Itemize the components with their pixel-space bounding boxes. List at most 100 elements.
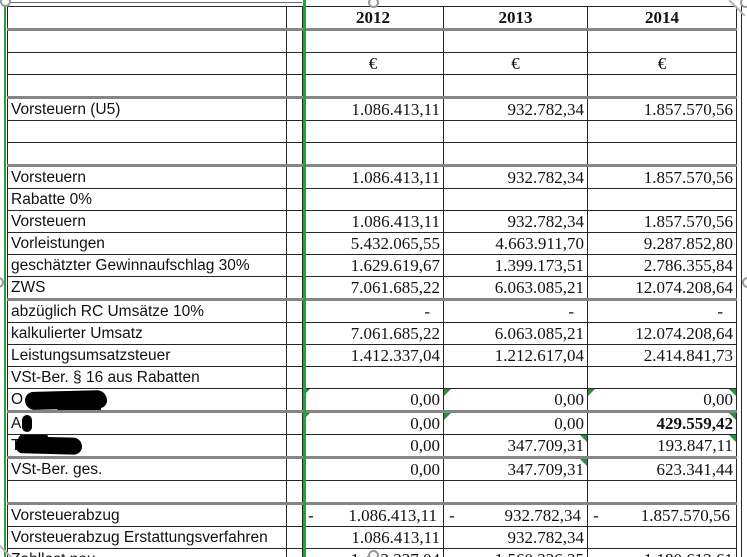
cell-label[interactable]: [8, 481, 287, 504]
cell-value[interactable]: -: [444, 300, 588, 323]
cell-spacer[interactable]: [287, 189, 303, 211]
cell-value[interactable]: 1.212.617,04: [444, 345, 588, 367]
cell-label[interactable]: [8, 7, 287, 30]
cell-value[interactable]: 12.074.208,64: [588, 277, 737, 300]
cell-value[interactable]: 12.074.208,64: [588, 323, 737, 345]
redaction-mark[interactable]: [25, 390, 107, 410]
cell-currency[interactable]: €: [303, 53, 444, 75]
cell-value[interactable]: 0,00: [303, 435, 444, 458]
cell-value[interactable]: -: [303, 300, 444, 323]
cell-value[interactable]: 0,00: [444, 389, 588, 412]
cell-value[interactable]: 5.432.065,55: [303, 233, 444, 255]
cell-value[interactable]: 2.786.355,84: [588, 255, 737, 277]
cell-value[interactable]: [588, 527, 737, 549]
cell-label[interactable]: Zahllast neu: [8, 549, 287, 557]
cell-label[interactable]: Rabatte 0%: [8, 189, 287, 211]
cell-year-2014[interactable]: 2014: [588, 7, 737, 30]
redaction-mark[interactable]: [16, 437, 82, 456]
cell-label[interactable]: A: [8, 412, 287, 435]
cell-value[interactable]: [444, 189, 588, 211]
cell-label[interactable]: [8, 30, 287, 53]
selection-handle-right-middle[interactable]: [742, 277, 747, 288]
cell-label[interactable]: abzüglich RC Umsätze 10%: [8, 300, 287, 323]
cell-label[interactable]: Vorsteuern: [8, 166, 287, 189]
cell-currency[interactable]: €: [444, 53, 588, 75]
cell-value[interactable]: 932.782,34: [444, 527, 588, 549]
cell-spacer[interactable]: [287, 323, 303, 345]
cell-spacer[interactable]: [287, 389, 303, 412]
cell-label[interactable]: ZWS: [8, 277, 287, 300]
cell-value[interactable]: [588, 75, 737, 98]
cell-spacer[interactable]: [287, 53, 303, 75]
cell-spacer[interactable]: [287, 255, 303, 277]
cell-value[interactable]: 4.663.911,70: [444, 233, 588, 255]
cell-value[interactable]: -1.857.570,56: [588, 504, 737, 527]
cell-label[interactable]: [8, 75, 287, 98]
cell-value[interactable]: [444, 30, 588, 53]
cell-value[interactable]: 1.086.413,11: [303, 98, 444, 121]
cell-value[interactable]: [444, 121, 588, 143]
cell-value[interactable]: 0,00: [588, 389, 737, 412]
cell-label[interactable]: [8, 121, 287, 143]
cell-spacer[interactable]: [287, 481, 303, 504]
cell-value[interactable]: 1.629.619,67: [303, 255, 444, 277]
cell-spacer[interactable]: [287, 143, 303, 166]
selection-handle-bottom-middle[interactable]: [368, 550, 379, 557]
cell-spacer[interactable]: [287, 435, 303, 458]
cell-spacer[interactable]: [287, 7, 303, 30]
cell-label[interactable]: Vorsteuern (U5): [8, 98, 287, 121]
cell-value[interactable]: 0,00: [303, 389, 444, 412]
cell-value[interactable]: [303, 143, 444, 166]
cell-label[interactable]: Vorsteuerabzug: [8, 504, 287, 527]
cell-spacer[interactable]: [287, 166, 303, 189]
cell-label[interactable]: Vorsteuern: [8, 211, 287, 233]
cell-value[interactable]: [588, 30, 737, 53]
cell-value[interactable]: 1.560.326,35: [444, 549, 588, 557]
cell-spacer[interactable]: [287, 300, 303, 323]
cell-currency[interactable]: €: [588, 53, 737, 75]
cell-value[interactable]: [588, 143, 737, 166]
cell-value[interactable]: 623.341,44: [588, 458, 737, 481]
cell-value[interactable]: 6.063.085,21: [444, 277, 588, 300]
cell-label[interactable]: VSt-Ber. ges.: [8, 458, 287, 481]
cell-value[interactable]: [444, 143, 588, 166]
cell-value[interactable]: 1.086.413,11: [303, 211, 444, 233]
cell-value[interactable]: [303, 189, 444, 211]
cell-spacer[interactable]: [287, 527, 303, 549]
cell-value[interactable]: [303, 75, 444, 98]
cell-value[interactable]: [303, 30, 444, 53]
cell-value[interactable]: 0,00: [303, 458, 444, 481]
cell-value[interactable]: 9.287.852,80: [588, 233, 737, 255]
cell-label[interactable]: [8, 143, 287, 166]
cell-label[interactable]: O: [8, 389, 287, 412]
cell-year-2013[interactable]: 2013: [444, 7, 588, 30]
cell-value[interactable]: 932.782,34: [444, 98, 588, 121]
cell-spacer[interactable]: [287, 211, 303, 233]
cell-value[interactable]: 429.559,42: [588, 412, 737, 435]
cell-label[interactable]: [8, 53, 287, 75]
cell-value[interactable]: [303, 121, 444, 143]
cell-year-2012[interactable]: 2012: [303, 7, 444, 30]
cell-label[interactable]: kalkulierter Umsatz: [8, 323, 287, 345]
cell-value[interactable]: 6.063.085,21: [444, 323, 588, 345]
cell-label[interactable]: VSt-Ber. § 16 aus Rabatten: [8, 367, 287, 389]
cell-value[interactable]: 2.414.841,73: [588, 345, 737, 367]
cell-spacer[interactable]: [287, 367, 303, 389]
cell-label[interactable]: Vorsteuerabzug Erstattungsverfahren: [8, 527, 287, 549]
cell-value[interactable]: [588, 367, 737, 389]
cell-value[interactable]: 932.782,34: [444, 211, 588, 233]
cell-spacer[interactable]: [287, 30, 303, 53]
cell-value[interactable]: [444, 481, 588, 504]
cell-spacer[interactable]: [287, 458, 303, 481]
cell-value[interactable]: 193.847,11: [588, 435, 737, 458]
cell-label[interactable]: Vorleistungen: [8, 233, 287, 255]
cell-value[interactable]: 347.709,31: [444, 435, 588, 458]
cell-label[interactable]: Leistungsumsatzsteuer: [8, 345, 287, 367]
cell-value[interactable]: 1.399.173,51: [444, 255, 588, 277]
cell-label[interactable]: geschätzter Gewinnaufschlag 30%: [8, 255, 287, 277]
cell-value[interactable]: 7.061.685,22: [303, 323, 444, 345]
cell-value[interactable]: 0,00: [444, 412, 588, 435]
cell-value[interactable]: 347.709,31: [444, 458, 588, 481]
redaction-mark[interactable]: [22, 415, 32, 432]
cell-spacer[interactable]: [287, 277, 303, 300]
